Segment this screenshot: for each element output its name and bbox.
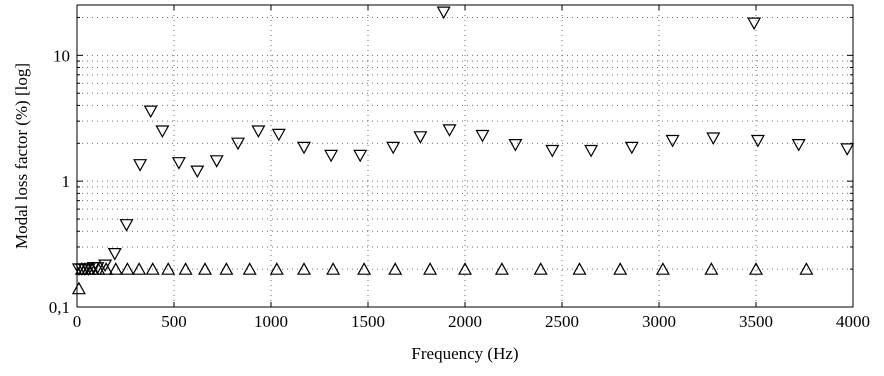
x-tick-label: 2500 [545, 312, 579, 331]
up-triangle-marker [423, 262, 438, 275]
down-triangle-marker [119, 219, 134, 232]
up-triangle-marker [326, 262, 341, 275]
up-triangle-marker [99, 262, 114, 275]
x-tick-label: 500 [161, 312, 187, 331]
up-triangle-marker [799, 262, 814, 275]
x-tick-label: 1000 [254, 312, 288, 331]
down-triangle-marker [353, 149, 368, 163]
up-triangle-marker [748, 262, 764, 275]
x-tick-label: 1500 [351, 312, 385, 331]
down-triangle-marker [545, 144, 560, 158]
x-axis-title: Frequency (Hz) [411, 344, 518, 363]
down-triangle-marker [171, 157, 186, 170]
up-triangle-marker [613, 262, 628, 275]
y-axis-title: Modal loss factor (%) [log] [12, 63, 31, 249]
up-triangle-marker [161, 262, 176, 275]
down-triangle-marker [296, 141, 312, 155]
down-triangle-marker [750, 134, 765, 148]
x-tick-label: 0 [73, 312, 82, 331]
up-triangle-marker [178, 262, 193, 275]
down-triangle-marker [251, 125, 266, 139]
down-triangle-marker [386, 141, 401, 155]
y-tick-label: 10 [53, 46, 70, 65]
down-triangle-marker [747, 17, 762, 31]
y-tick-label: 1 [62, 172, 71, 191]
up-triangle-marker [197, 262, 213, 275]
down-triangle-marker [271, 128, 286, 142]
down-triangle-marker [624, 141, 639, 155]
up-triangle-marker [357, 262, 372, 275]
y-tick-label: 0,1 [49, 298, 70, 317]
x-tick-label: 3000 [642, 312, 676, 331]
data-markers [71, 6, 855, 295]
up-triangle-marker [269, 262, 284, 275]
up-triangle-marker [296, 262, 312, 275]
down-triangle-marker [475, 129, 490, 143]
down-triangle-marker [190, 165, 205, 179]
up-triangle-marker [145, 262, 160, 275]
x-tick-label: 3500 [739, 312, 773, 331]
axis-ticks: 0 500 1000 1500 2000 2500 3000 3500 4000 0,1 1 10 [49, 5, 870, 331]
x-tick-label: 4000 [836, 312, 870, 331]
down-triangle-marker [324, 149, 339, 163]
down-triangle-marker [584, 144, 599, 158]
up-triangle-marker [533, 262, 548, 275]
up-triangle-marker [457, 262, 473, 275]
down-triangle-marker [840, 143, 855, 156]
up-triangle-marker [494, 262, 509, 275]
down-triangle-marker [155, 125, 170, 139]
down-triangle-marker [133, 159, 148, 172]
down-triangle-marker [98, 259, 113, 273]
up-triangle-marker [71, 281, 86, 295]
up-triangle-marker [219, 262, 234, 275]
up-triangle-marker [572, 262, 587, 275]
up-triangle-marker [120, 262, 135, 275]
up-triangle-marker [704, 262, 719, 275]
down-triangle-marker [107, 248, 122, 261]
up-triangle-marker [91, 262, 106, 275]
down-triangle-marker [791, 139, 806, 152]
up-triangle-marker [388, 262, 403, 275]
down-triangle-marker [442, 124, 457, 137]
up-triangle-marker [132, 262, 147, 275]
up-triangle-marker [108, 262, 123, 275]
down-triangle-marker [665, 134, 680, 148]
x-tick-label: 2000 [448, 312, 482, 331]
down-triangle-marker [706, 132, 721, 146]
down-triangle-marker [436, 6, 451, 20]
down-triangle-marker [143, 105, 158, 119]
down-triangle-marker [209, 155, 224, 168]
grid [77, 5, 853, 307]
down-triangle-marker [230, 137, 246, 151]
down-triangle-marker [508, 139, 523, 152]
down-triangle-marker [413, 131, 428, 144]
up-triangle-marker [655, 262, 670, 275]
up-triangle-marker [242, 262, 257, 275]
